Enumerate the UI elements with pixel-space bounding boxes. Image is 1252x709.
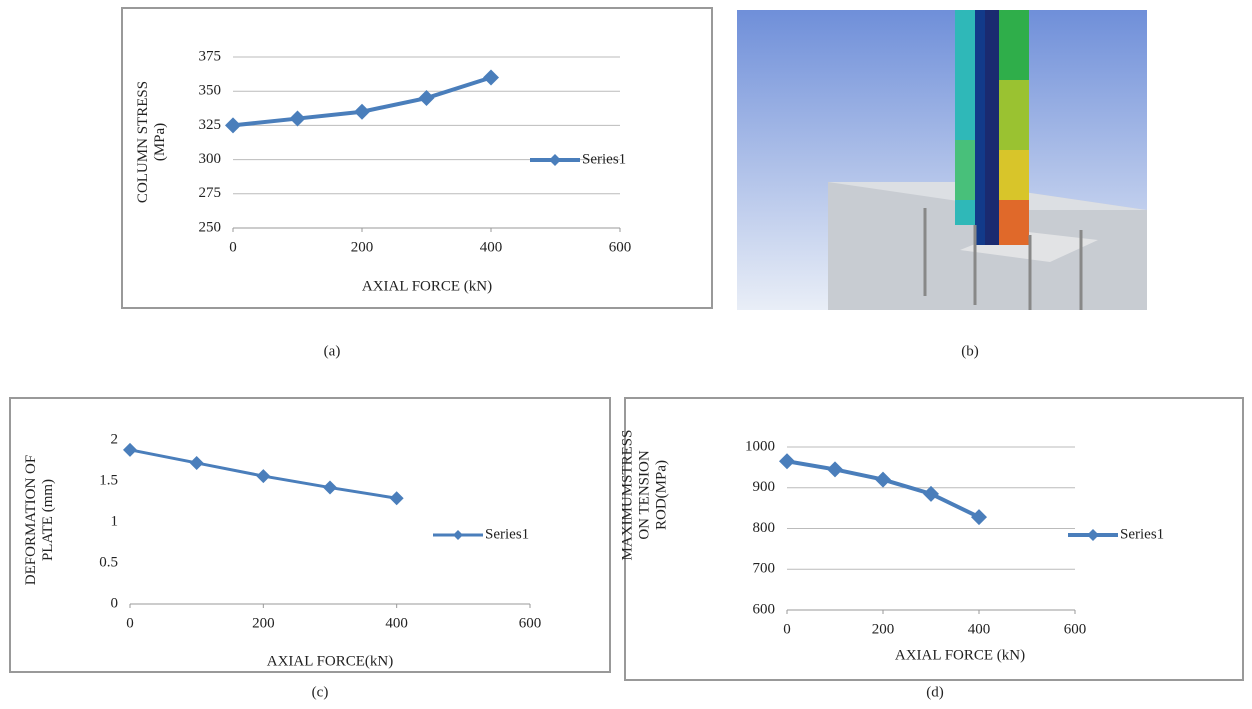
y-tick-label: 0.5 (99, 554, 118, 570)
x-tick-label: 600 (519, 615, 542, 631)
render-image (737, 10, 1147, 310)
x-tick-label: 600 (1064, 621, 1087, 637)
x-tick-label: 200 (351, 239, 374, 255)
x-tick-label: 200 (252, 615, 275, 631)
x-tick-label: 600 (609, 239, 632, 255)
x-tick-label: 0 (126, 615, 134, 631)
figure: 2502753003253503750200400600AXIAL FORCE … (0, 0, 1252, 704)
y-tick-label: 275 (199, 185, 222, 201)
y-axis-title: COLUMN STRESS (135, 81, 151, 203)
caption: (b) (961, 343, 979, 359)
y-tick-label: 250 (199, 219, 222, 235)
y-axis-title: ON TENSION (636, 450, 652, 539)
caption: (c) (312, 684, 329, 700)
y-axis-title: DEFORMATION OF (23, 455, 39, 585)
y-axis-title: MAXIMUMSTRESS (619, 430, 635, 561)
y-axis-title: ROD(MPa) (653, 460, 669, 530)
y-tick-label: 900 (753, 479, 776, 495)
y-tick-label: 1.5 (99, 472, 118, 488)
x-tick-label: 400 (968, 621, 991, 637)
y-tick-label: 1 (111, 513, 119, 529)
x-tick-label: 200 (872, 621, 895, 637)
y-tick-label: 375 (199, 48, 222, 64)
caption: (a) (324, 343, 341, 359)
y-axis-title: PLATE (mm) (40, 479, 56, 561)
y-axis-title: (MPa) (152, 123, 168, 161)
x-tick-label: 0 (783, 621, 791, 637)
x-tick-label: 0 (229, 239, 237, 255)
x-tick-label: 400 (385, 615, 408, 631)
y-tick-label: 325 (199, 117, 222, 133)
y-tick-label: 350 (199, 83, 222, 99)
caption: (d) (926, 684, 944, 700)
y-tick-label: 300 (199, 151, 222, 167)
legend-label: Series1 (485, 526, 529, 542)
legend-label: Series1 (1120, 526, 1164, 542)
legend-label: Series1 (582, 151, 626, 167)
y-tick-label: 700 (753, 561, 776, 577)
x-axis-title: AXIAL FORCE (kN) (895, 647, 1025, 663)
x-tick-label: 400 (480, 239, 503, 255)
y-tick-label: 0 (111, 595, 119, 611)
y-tick-label: 600 (753, 601, 776, 617)
y-tick-label: 1000 (745, 438, 775, 454)
x-axis-title: AXIAL FORCE (kN) (362, 278, 492, 294)
y-tick-label: 2 (111, 431, 119, 447)
x-axis-title: AXIAL FORCE(kN) (267, 653, 394, 669)
y-tick-label: 800 (753, 520, 776, 536)
